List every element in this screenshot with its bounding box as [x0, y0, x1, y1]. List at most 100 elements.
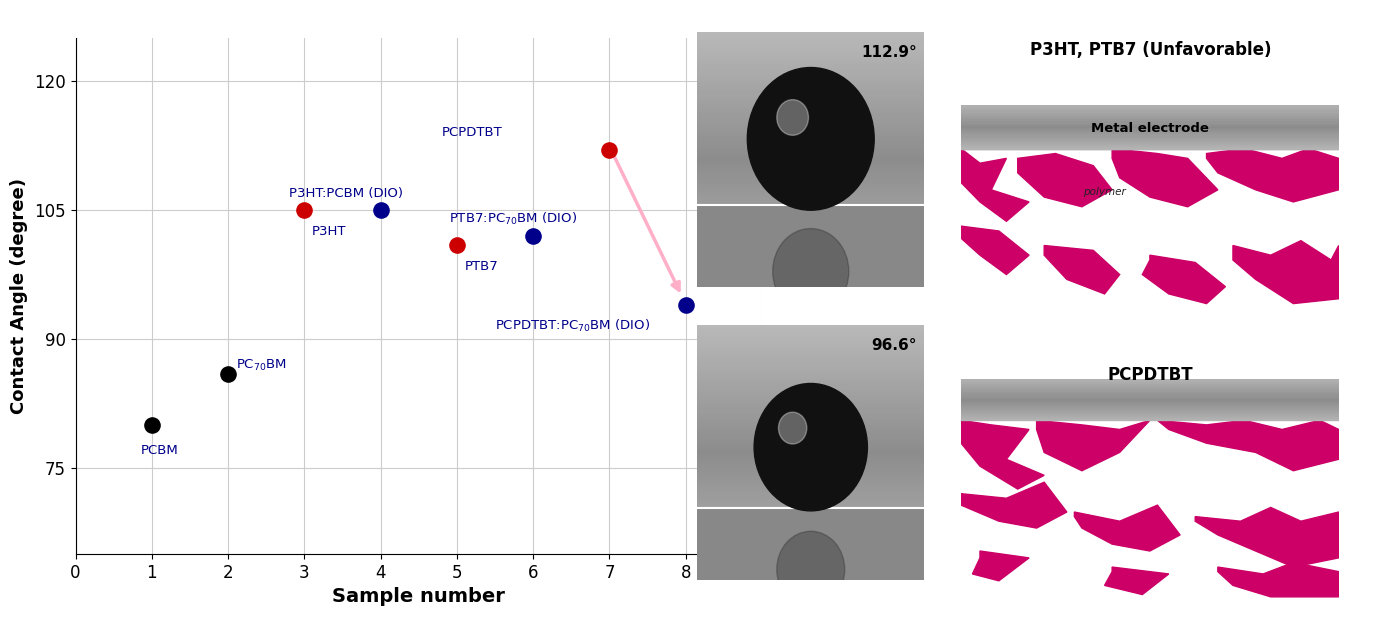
- Bar: [697, 218, 924, 220]
- Bar: [697, 513, 924, 516]
- Point: [599, 145, 621, 155]
- Text: Metal electrode: Metal electrode: [1092, 122, 1208, 134]
- Polygon shape: [1218, 562, 1339, 597]
- Bar: [961, 383, 1339, 385]
- Polygon shape: [1142, 255, 1225, 304]
- Bar: [961, 131, 1339, 133]
- Point: [674, 299, 696, 310]
- Bar: [697, 440, 924, 442]
- Bar: [697, 498, 924, 501]
- Bar: [697, 75, 924, 78]
- Bar: [961, 396, 1339, 397]
- Bar: [697, 501, 924, 503]
- Bar: [697, 417, 924, 419]
- Bar: [697, 118, 924, 121]
- Bar: [697, 424, 924, 427]
- Polygon shape: [1157, 420, 1339, 471]
- Text: PCPDTBT:PC$_{70}$BM (DIO): PCPDTBT:PC$_{70}$BM (DIO): [496, 318, 651, 334]
- Text: 96.6°: 96.6°: [872, 338, 917, 353]
- Circle shape: [777, 531, 844, 608]
- Bar: [697, 147, 924, 149]
- Bar: [697, 526, 924, 529]
- Bar: [697, 406, 924, 409]
- Polygon shape: [961, 226, 1030, 275]
- Bar: [697, 371, 924, 373]
- Bar: [697, 353, 924, 355]
- Bar: [697, 68, 924, 70]
- Bar: [697, 345, 924, 348]
- Bar: [697, 547, 924, 549]
- Text: P3HT:PCBM (DIO): P3HT:PCBM (DIO): [290, 187, 404, 199]
- Bar: [697, 524, 924, 526]
- Bar: [697, 223, 924, 225]
- Bar: [697, 231, 924, 233]
- Bar: [697, 575, 924, 577]
- Bar: [697, 60, 924, 62]
- Bar: [961, 391, 1339, 394]
- Bar: [697, 534, 924, 536]
- Bar: [961, 397, 1339, 399]
- Bar: [697, 572, 924, 575]
- Bar: [697, 96, 924, 98]
- Bar: [697, 544, 924, 547]
- Bar: [697, 496, 924, 498]
- Bar: [961, 136, 1339, 138]
- Polygon shape: [1037, 420, 1149, 471]
- Bar: [697, 152, 924, 154]
- Bar: [697, 85, 924, 88]
- Bar: [697, 531, 924, 534]
- Bar: [961, 406, 1339, 408]
- Bar: [697, 88, 924, 90]
- Circle shape: [777, 99, 809, 135]
- Point: [369, 205, 391, 215]
- Text: PCPDTBT: PCPDTBT: [442, 126, 503, 140]
- Bar: [697, 187, 924, 190]
- Bar: [697, 559, 924, 562]
- Bar: [961, 107, 1339, 110]
- Bar: [697, 93, 924, 96]
- Bar: [961, 412, 1339, 414]
- Text: PTB7:PC$_{70}$BM (DIO): PTB7:PC$_{70}$BM (DIO): [449, 211, 577, 227]
- Bar: [697, 549, 924, 552]
- Bar: [961, 402, 1339, 404]
- Polygon shape: [1043, 245, 1120, 294]
- Polygon shape: [961, 482, 1067, 528]
- Bar: [961, 404, 1339, 406]
- Bar: [697, 113, 924, 116]
- Bar: [697, 106, 924, 108]
- Bar: [697, 338, 924, 340]
- Bar: [697, 276, 924, 279]
- Bar: [697, 378, 924, 381]
- Bar: [697, 274, 924, 276]
- Bar: [697, 434, 924, 437]
- Bar: [697, 180, 924, 182]
- Polygon shape: [1074, 505, 1181, 551]
- Bar: [697, 473, 924, 475]
- Bar: [697, 366, 924, 368]
- Text: polymer: polymer: [1083, 187, 1126, 197]
- Bar: [697, 414, 924, 417]
- Bar: [697, 111, 924, 113]
- Bar: [697, 195, 924, 197]
- Bar: [697, 554, 924, 557]
- Bar: [697, 238, 924, 241]
- Bar: [697, 45, 924, 47]
- Bar: [961, 389, 1339, 391]
- Bar: [697, 52, 924, 55]
- Bar: [697, 529, 924, 531]
- Bar: [961, 110, 1339, 111]
- Bar: [697, 34, 924, 37]
- Bar: [697, 215, 924, 218]
- Bar: [697, 162, 924, 164]
- Bar: [961, 122, 1339, 125]
- Bar: [697, 205, 924, 287]
- Bar: [697, 37, 924, 39]
- Bar: [697, 116, 924, 118]
- Bar: [697, 259, 924, 261]
- Bar: [697, 557, 924, 559]
- Y-axis label: Contact Angle (degree): Contact Angle (degree): [11, 178, 29, 414]
- Point: [522, 231, 544, 241]
- Bar: [697, 279, 924, 282]
- Bar: [697, 577, 924, 580]
- Text: PTB7: PTB7: [464, 260, 498, 273]
